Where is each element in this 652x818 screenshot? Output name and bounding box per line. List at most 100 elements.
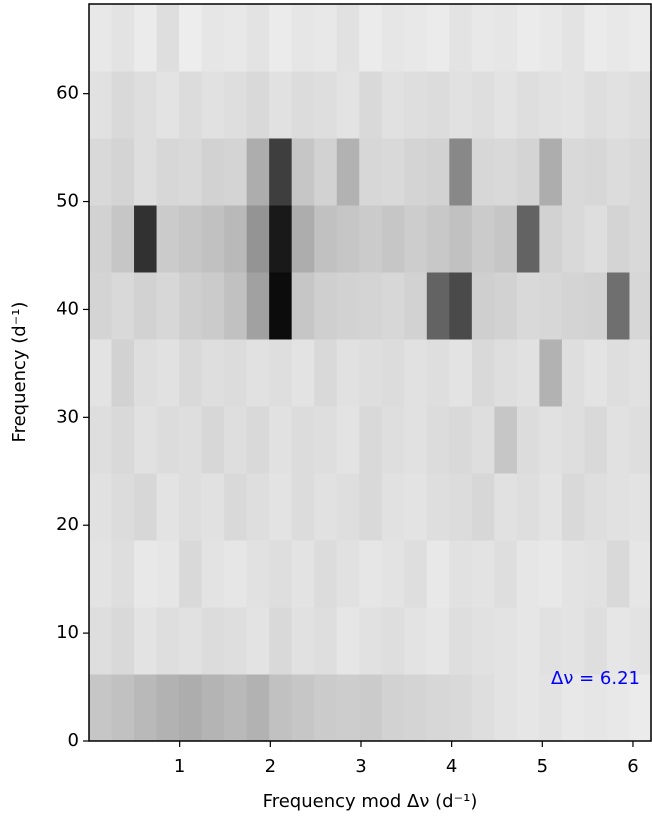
cell <box>426 406 450 474</box>
cell <box>426 607 450 675</box>
cell <box>426 138 450 206</box>
cell <box>516 607 540 675</box>
x-axis-label: Frequency mod Δν (d⁻¹) <box>263 791 478 812</box>
cell <box>269 71 293 139</box>
x-tick-label: 6 <box>627 756 638 777</box>
cell <box>516 272 540 340</box>
cell <box>246 473 270 541</box>
cell <box>224 205 248 273</box>
cell <box>381 607 405 675</box>
cell <box>561 272 585 340</box>
cell <box>179 406 203 474</box>
cell <box>314 473 338 541</box>
cell <box>89 607 113 675</box>
cell <box>449 406 473 474</box>
cell <box>539 607 563 675</box>
cell <box>381 473 405 541</box>
cell <box>561 71 585 139</box>
cell <box>314 138 338 206</box>
y-tick-label: 60 <box>56 83 79 104</box>
cell <box>471 138 495 206</box>
cell <box>201 138 225 206</box>
cell <box>111 205 135 273</box>
cell <box>561 406 585 474</box>
cell <box>629 339 652 407</box>
cell <box>539 540 563 608</box>
cell <box>336 4 360 72</box>
cell <box>629 473 652 541</box>
cell <box>494 272 518 340</box>
cell <box>584 205 608 273</box>
cell <box>404 205 428 273</box>
cell <box>381 205 405 273</box>
cell <box>471 473 495 541</box>
cell <box>246 138 270 206</box>
cell <box>291 272 315 340</box>
cell <box>449 272 473 340</box>
cell <box>426 4 450 72</box>
cell <box>584 4 608 72</box>
cell <box>291 4 315 72</box>
cell <box>516 339 540 407</box>
cell <box>201 71 225 139</box>
x-tick-label: 3 <box>355 756 366 777</box>
cell <box>291 473 315 541</box>
cell <box>449 71 473 139</box>
cell <box>134 607 158 675</box>
cell <box>111 674 135 742</box>
cell <box>111 4 135 72</box>
cell <box>134 406 158 474</box>
cell <box>584 339 608 407</box>
cell <box>201 339 225 407</box>
cell <box>224 71 248 139</box>
cell <box>561 339 585 407</box>
cell <box>516 406 540 474</box>
cell <box>381 71 405 139</box>
cell <box>629 674 652 742</box>
cell <box>494 674 518 742</box>
cell <box>179 473 203 541</box>
cell <box>269 674 293 742</box>
cell <box>156 607 180 675</box>
y-tick-label: 0 <box>68 730 79 751</box>
cell <box>516 4 540 72</box>
cell <box>179 205 203 273</box>
cell <box>606 71 630 139</box>
cell <box>134 205 158 273</box>
cell <box>291 205 315 273</box>
cell <box>494 473 518 541</box>
cell <box>516 205 540 273</box>
cell <box>449 4 473 72</box>
cell <box>336 339 360 407</box>
cell <box>539 138 563 206</box>
cell <box>89 272 113 340</box>
cell <box>381 272 405 340</box>
cell <box>359 138 383 206</box>
cell <box>291 674 315 742</box>
cell <box>606 272 630 340</box>
cell <box>89 540 113 608</box>
cell <box>584 674 608 742</box>
cell <box>629 607 652 675</box>
cell <box>111 339 135 407</box>
cell <box>404 607 428 675</box>
cell <box>471 205 495 273</box>
cell <box>449 205 473 273</box>
cell <box>606 674 630 742</box>
cell <box>381 138 405 206</box>
cell <box>156 674 180 742</box>
cell <box>606 607 630 675</box>
cell <box>561 540 585 608</box>
cell <box>314 674 338 742</box>
cell <box>494 406 518 474</box>
cell <box>246 339 270 407</box>
cell <box>156 205 180 273</box>
cell <box>269 607 293 675</box>
cell <box>111 138 135 206</box>
cell <box>269 339 293 407</box>
cell <box>584 71 608 139</box>
cell <box>629 4 652 72</box>
cell <box>201 272 225 340</box>
cell <box>539 71 563 139</box>
